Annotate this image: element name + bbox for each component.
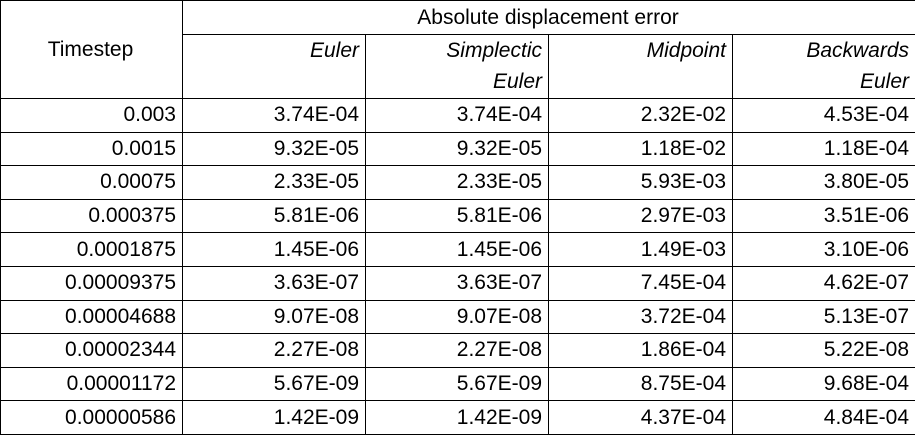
error-value-cell: 9.07E-08 — [365, 299, 549, 335]
timestep-cell: 0.00009375 — [0, 265, 183, 301]
error-value-cell: 1.86E-04 — [548, 333, 733, 368]
error-value-cell: 1.18E-02 — [548, 131, 733, 167]
error-value-cell: 1.49E-03 — [548, 232, 733, 267]
error-value-cell: 5.22E-08 — [731, 333, 915, 368]
timestep-cell: 0.00001172 — [0, 366, 183, 402]
error-value-cell: 9.32E-05 — [182, 131, 366, 167]
error-value-cell: 3.63E-07 — [182, 265, 366, 301]
error-value-cell: 5.67E-09 — [182, 366, 366, 402]
timestep-cell: 0.0015 — [0, 131, 183, 167]
timestep-cell: 0.000375 — [0, 198, 183, 234]
error-value-cell: 1.18E-04 — [731, 131, 915, 167]
error-value-cell: 5.81E-06 — [182, 198, 366, 234]
error-value-cell: 8.75E-04 — [548, 366, 733, 402]
error-value-cell: 3.72E-04 — [548, 299, 733, 335]
error-group-header: Absolute displacement error — [181, 0, 915, 35]
table-body: 0.003 3.74E-04 3.74E-04 2.32E-02 4.53E-04 0.0… — [0, 98, 915, 435]
error-value-cell: 1.45E-06 — [182, 232, 366, 267]
error-value-cell: 3.74E-04 — [365, 98, 549, 133]
method-header-line1: Euler — [309, 39, 359, 62]
error-value-cell: 5.93E-03 — [548, 165, 733, 200]
error-value-cell: 1.42E-09 — [365, 400, 549, 435]
table-row: 0.00075 2.33E-05 2.33E-05 5.93E-03 3.80E-05 — [0, 165, 915, 200]
timestep-cell: 0.00000586 — [0, 400, 183, 435]
error-value-cell: 2.33E-05 — [365, 165, 549, 200]
method-header-line2: Euler — [492, 70, 542, 93]
timestep-cell: 0.0001875 — [0, 232, 183, 267]
table-row: 0.00004688 9.07E-08 9.07E-08 3.72E-04 5.13E-… — [0, 299, 915, 335]
table-row: 0.00001172 5.67E-09 5.67E-09 8.75E-04 9.68E-… — [0, 366, 915, 402]
error-value-cell: 4.84E-04 — [731, 400, 915, 435]
error-value-cell: 3.74E-04 — [182, 98, 366, 133]
header-row-methods: Euler Simplectic Euler Midpoint Backward… — [1, 34, 915, 99]
method-header-line1: Backwards — [806, 39, 910, 62]
table-row: 0.0001875 1.45E-06 1.45E-06 1.49E-03 3.10E-0… — [0, 232, 915, 267]
method-header-midpoint: Midpoint — [548, 34, 733, 99]
method-header-simplectic-euler: Simplectic Euler — [365, 34, 549, 99]
method-header-euler: Euler — [182, 34, 366, 99]
table-row: 0.00000586 1.42E-09 1.42E-09 4.37E-04 4.84E-… — [0, 400, 915, 435]
timestep-cell: 0.00075 — [0, 165, 183, 200]
error-value-cell: 2.33E-05 — [182, 165, 366, 200]
method-header-backwards-euler: Backwards Euler — [731, 34, 915, 99]
error-value-cell: 5.81E-06 — [365, 198, 549, 234]
method-header-line1: Simplectic — [446, 39, 542, 62]
error-value-cell: 7.45E-04 — [548, 265, 733, 301]
error-value-cell: 3.63E-07 — [365, 265, 549, 301]
timestep-cell: 0.003 — [0, 98, 183, 133]
error-value-cell: 3.80E-05 — [731, 165, 915, 200]
table-row: 0.00009375 3.63E-07 3.63E-07 7.45E-04 4.62E-… — [0, 265, 915, 301]
timestep-column-header: Timestep — [0, 0, 183, 99]
error-value-cell: 9.68E-04 — [731, 366, 915, 402]
error-value-cell: 4.62E-07 — [731, 265, 915, 301]
error-value-cell: 2.27E-08 — [365, 333, 549, 368]
table-row: 0.003 3.74E-04 3.74E-04 2.32E-02 4.53E-04 — [0, 98, 915, 133]
method-header-line2: Euler — [860, 70, 910, 93]
error-value-cell: 2.97E-03 — [548, 198, 733, 234]
error-value-cell: 2.32E-02 — [548, 98, 733, 133]
table-row: 0.00002344 2.27E-08 2.27E-08 1.86E-04 5.22E-… — [0, 333, 915, 368]
error-value-cell: 1.45E-06 — [365, 232, 549, 267]
timestep-cell: 0.00002344 — [0, 333, 183, 368]
table-row: 0.000375 5.81E-06 5.81E-06 2.97E-03 3.51E-06 — [0, 198, 915, 234]
error-value-cell: 1.42E-09 — [182, 400, 366, 435]
method-header-line1: Midpoint — [646, 39, 726, 62]
error-value-cell: 4.53E-04 — [731, 98, 915, 133]
header-row-group: Timestep Absolute displacement error — [0, 0, 915, 99]
error-value-cell: 5.67E-09 — [365, 366, 549, 402]
error-value-cell: 3.10E-06 — [731, 232, 915, 267]
error-value-cell: 5.13E-07 — [731, 299, 915, 335]
timestep-cell: 0.00004688 — [0, 299, 183, 335]
table-row: 0.0015 9.32E-05 9.32E-05 1.18E-02 1.18E-04 — [0, 131, 915, 167]
error-value-cell: 9.07E-08 — [182, 299, 366, 335]
table-header: Timestep Absolute displacement error Eul… — [0, 0, 915, 99]
error-value-cell: 2.27E-08 — [182, 333, 366, 368]
error-value-cell: 9.32E-05 — [365, 131, 549, 167]
error-value-cell: 4.37E-04 — [548, 400, 733, 435]
error-value-cell: 3.51E-06 — [731, 198, 915, 234]
